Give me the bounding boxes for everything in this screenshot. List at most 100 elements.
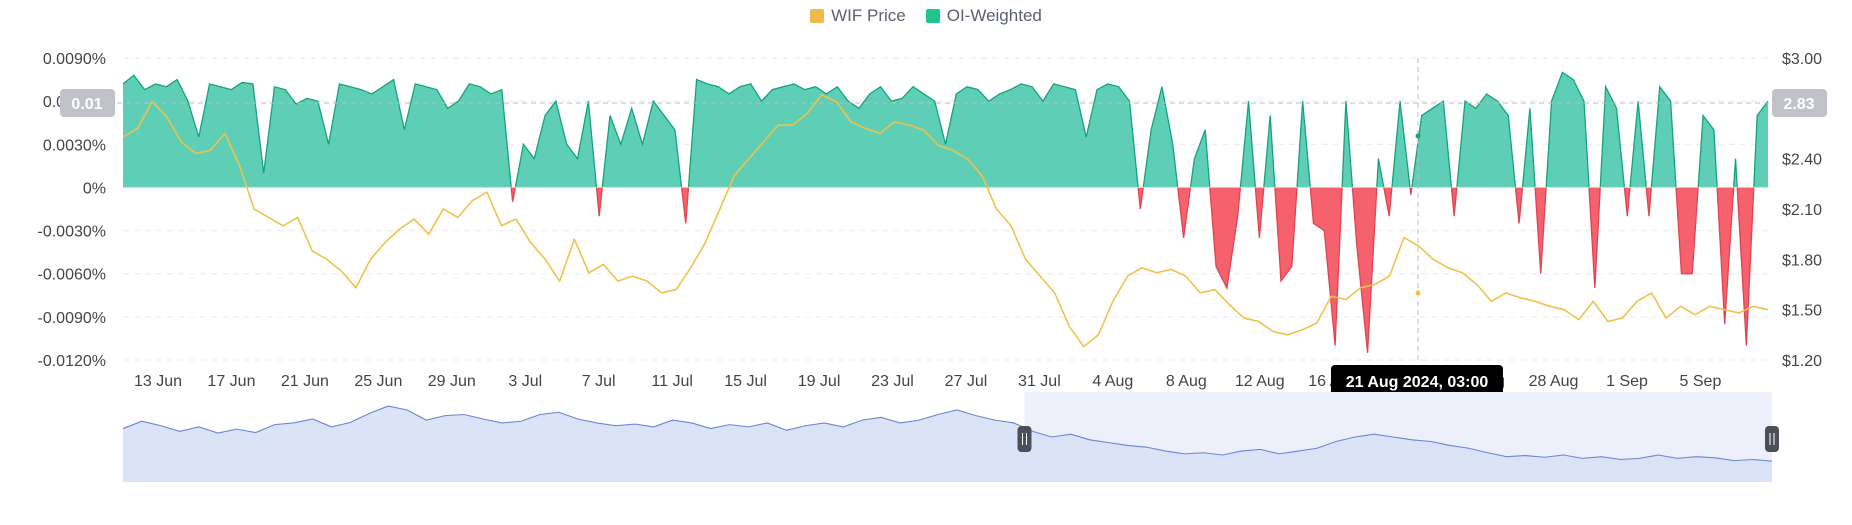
oi-negative-line <box>1736 187 1755 346</box>
oi-positive-line <box>1391 101 1411 188</box>
oi-weighted-area <box>122 71 1769 353</box>
x-tick-label: 5 Sep <box>1680 373 1722 390</box>
oi-positive-area <box>688 79 1139 188</box>
y-left-tick-label: -0.0060% <box>38 267 107 284</box>
oi-negative-line <box>1137 187 1144 210</box>
y-left-tick-label: -0.0030% <box>38 224 107 241</box>
oi-positive-area <box>1296 101 1311 188</box>
oi-negative-area <box>1177 187 1191 238</box>
oi-positive-area <box>1651 86 1677 188</box>
oi-positive-line <box>1341 101 1354 188</box>
oi-positive-line <box>1189 129 1211 188</box>
oi-negative-line <box>1209 187 1242 291</box>
oi-negative-area <box>596 187 603 217</box>
y-left-tick-label: 0.0030% <box>43 137 106 154</box>
oi-negative-area <box>1310 187 1343 346</box>
oi-positive-area <box>1546 72 1590 188</box>
navigator-right-handle[interactable] <box>1765 426 1779 452</box>
y-right-tick-label: $2.10 <box>1782 202 1822 219</box>
oi-negative-line <box>1675 187 1699 275</box>
crosshair-point-price <box>1415 290 1421 296</box>
oi-negative-line <box>1716 187 1735 325</box>
wif-price-polyline <box>122 94 1769 348</box>
crosshair-left-value: 0.01 <box>71 96 102 113</box>
oi-positive-area <box>1391 101 1411 188</box>
legend-item-wif-price[interactable]: WIF Price <box>810 6 906 26</box>
y-left-tick-label: 0.0090% <box>43 51 106 68</box>
x-tick-label: 21 Jun <box>281 373 329 390</box>
oi-positive-line <box>1142 86 1179 188</box>
crosshair-left-badge <box>60 89 115 117</box>
oi-negative-line <box>1351 187 1378 353</box>
oi-negative-area <box>1515 187 1523 224</box>
oi-negative-line <box>1409 187 1413 195</box>
x-tick-label: 1 Sep <box>1606 373 1648 390</box>
oi-positive-area <box>1240 101 1256 188</box>
x-tick-label: 11 Jul <box>651 373 693 390</box>
oi-negative-line <box>1274 187 1298 283</box>
legend: WIF Price OI-Weighted <box>0 6 1852 26</box>
x-tick-label: 19 Jul <box>798 373 841 390</box>
x-tick-label: 25 Jun <box>354 373 402 390</box>
oi-positive-area <box>123 75 512 188</box>
oi-negative-line <box>510 187 516 202</box>
oi-positive-line <box>514 99 598 188</box>
oi-negative-area <box>1717 187 1734 325</box>
oi-positive-area <box>515 101 597 188</box>
y-right-tick-label: $3.00 <box>1782 51 1822 68</box>
x-tick-label: 17 Jun <box>207 373 255 390</box>
oi-negative-area <box>1737 187 1754 346</box>
x-tick-label: 27 Jul <box>945 373 988 390</box>
y-left-tick-label: -0.0120% <box>38 353 107 370</box>
oi-positive-area <box>1411 101 1452 188</box>
x-tick-label: 13 Jun <box>134 373 182 390</box>
navigator-area <box>123 406 1772 482</box>
crosshair-right-badge <box>1772 89 1827 117</box>
oi-negative-area <box>1676 187 1699 274</box>
y-right-tick-label: $1.50 <box>1782 303 1822 320</box>
x-tick-label: 3 Jul <box>508 373 542 390</box>
crosshair-date-badge <box>1331 365 1503 397</box>
oi-positive-line <box>1296 101 1311 188</box>
oi-positive-area <box>1456 93 1516 188</box>
oi-positive-line <box>1697 113 1718 188</box>
oi-negative-area <box>1535 187 1547 274</box>
legend-swatch-wif-price <box>810 9 825 23</box>
x-tick-label: 4 Aug <box>1092 373 1133 390</box>
oi-positive-area <box>1630 101 1647 188</box>
crosshair: 0.01 2.83 21 Aug 2024, 03:00 <box>60 58 1827 397</box>
legend-label-oi-weighted: OI-Weighted <box>946 6 1042 25</box>
oi-positive-area <box>1600 86 1625 188</box>
x-tick-label: 23 Jul <box>871 373 914 390</box>
y-right-tick-label: $1.80 <box>1782 252 1822 269</box>
time-navigator[interactable] <box>122 392 1779 482</box>
oi-positive-line <box>687 78 1139 188</box>
crosshair-point-oi <box>1415 133 1421 139</box>
y-left-tick-label: 0% <box>83 180 106 197</box>
oi-negative-line <box>1383 187 1393 217</box>
x-tick-label: 29 Jun <box>428 373 476 390</box>
legend-item-oi-weighted[interactable]: OI-Weighted <box>925 6 1042 26</box>
navigator-left-handle[interactable] <box>1017 426 1032 452</box>
oi-negative-area <box>1451 187 1457 217</box>
oi-positive-area <box>1698 115 1718 188</box>
oi-negative-line <box>595 187 603 217</box>
oi-negative-line <box>1623 187 1631 217</box>
oi-negative-line <box>1309 187 1343 346</box>
x-tick-label: 12 Aug <box>1235 373 1285 390</box>
wif-price-line <box>122 94 1769 348</box>
oi-positive-line <box>122 74 512 188</box>
oi-negative-area <box>1274 187 1297 281</box>
oi-positive-line <box>1376 158 1385 188</box>
oi-positive-line <box>1521 108 1536 188</box>
oi-negative-area <box>1255 187 1264 238</box>
oi-positive-area <box>1263 115 1275 188</box>
oi-negative-line <box>1254 187 1265 238</box>
x-tick-label: 15 Jul <box>724 373 767 390</box>
oi-positive-line <box>1239 101 1257 188</box>
oi-positive-area <box>1342 101 1353 188</box>
oi-negative-line <box>1645 187 1653 217</box>
legend-swatch-oi-weighted <box>925 9 940 23</box>
